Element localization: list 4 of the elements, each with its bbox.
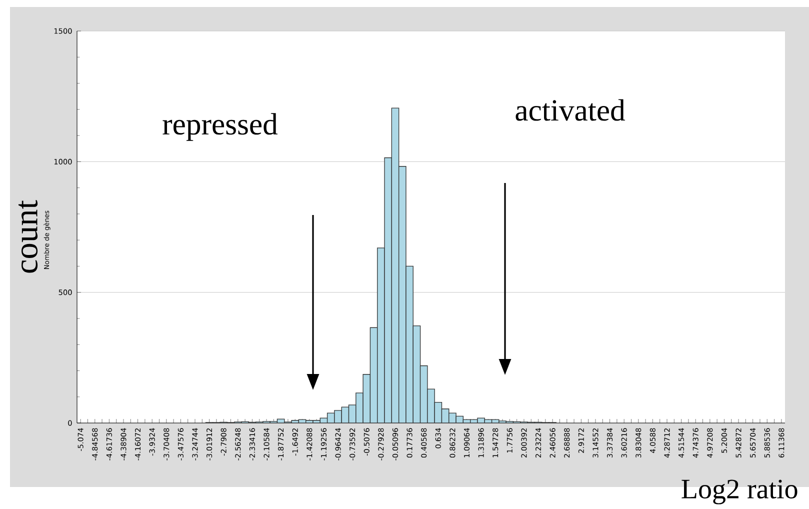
annotation: activated	[516, 99, 626, 121]
annotation: repressed	[162, 113, 278, 142]
x-axis-title: Log2 ratio	[682, 480, 798, 504]
y-axis-title: count	[18, 200, 38, 273]
